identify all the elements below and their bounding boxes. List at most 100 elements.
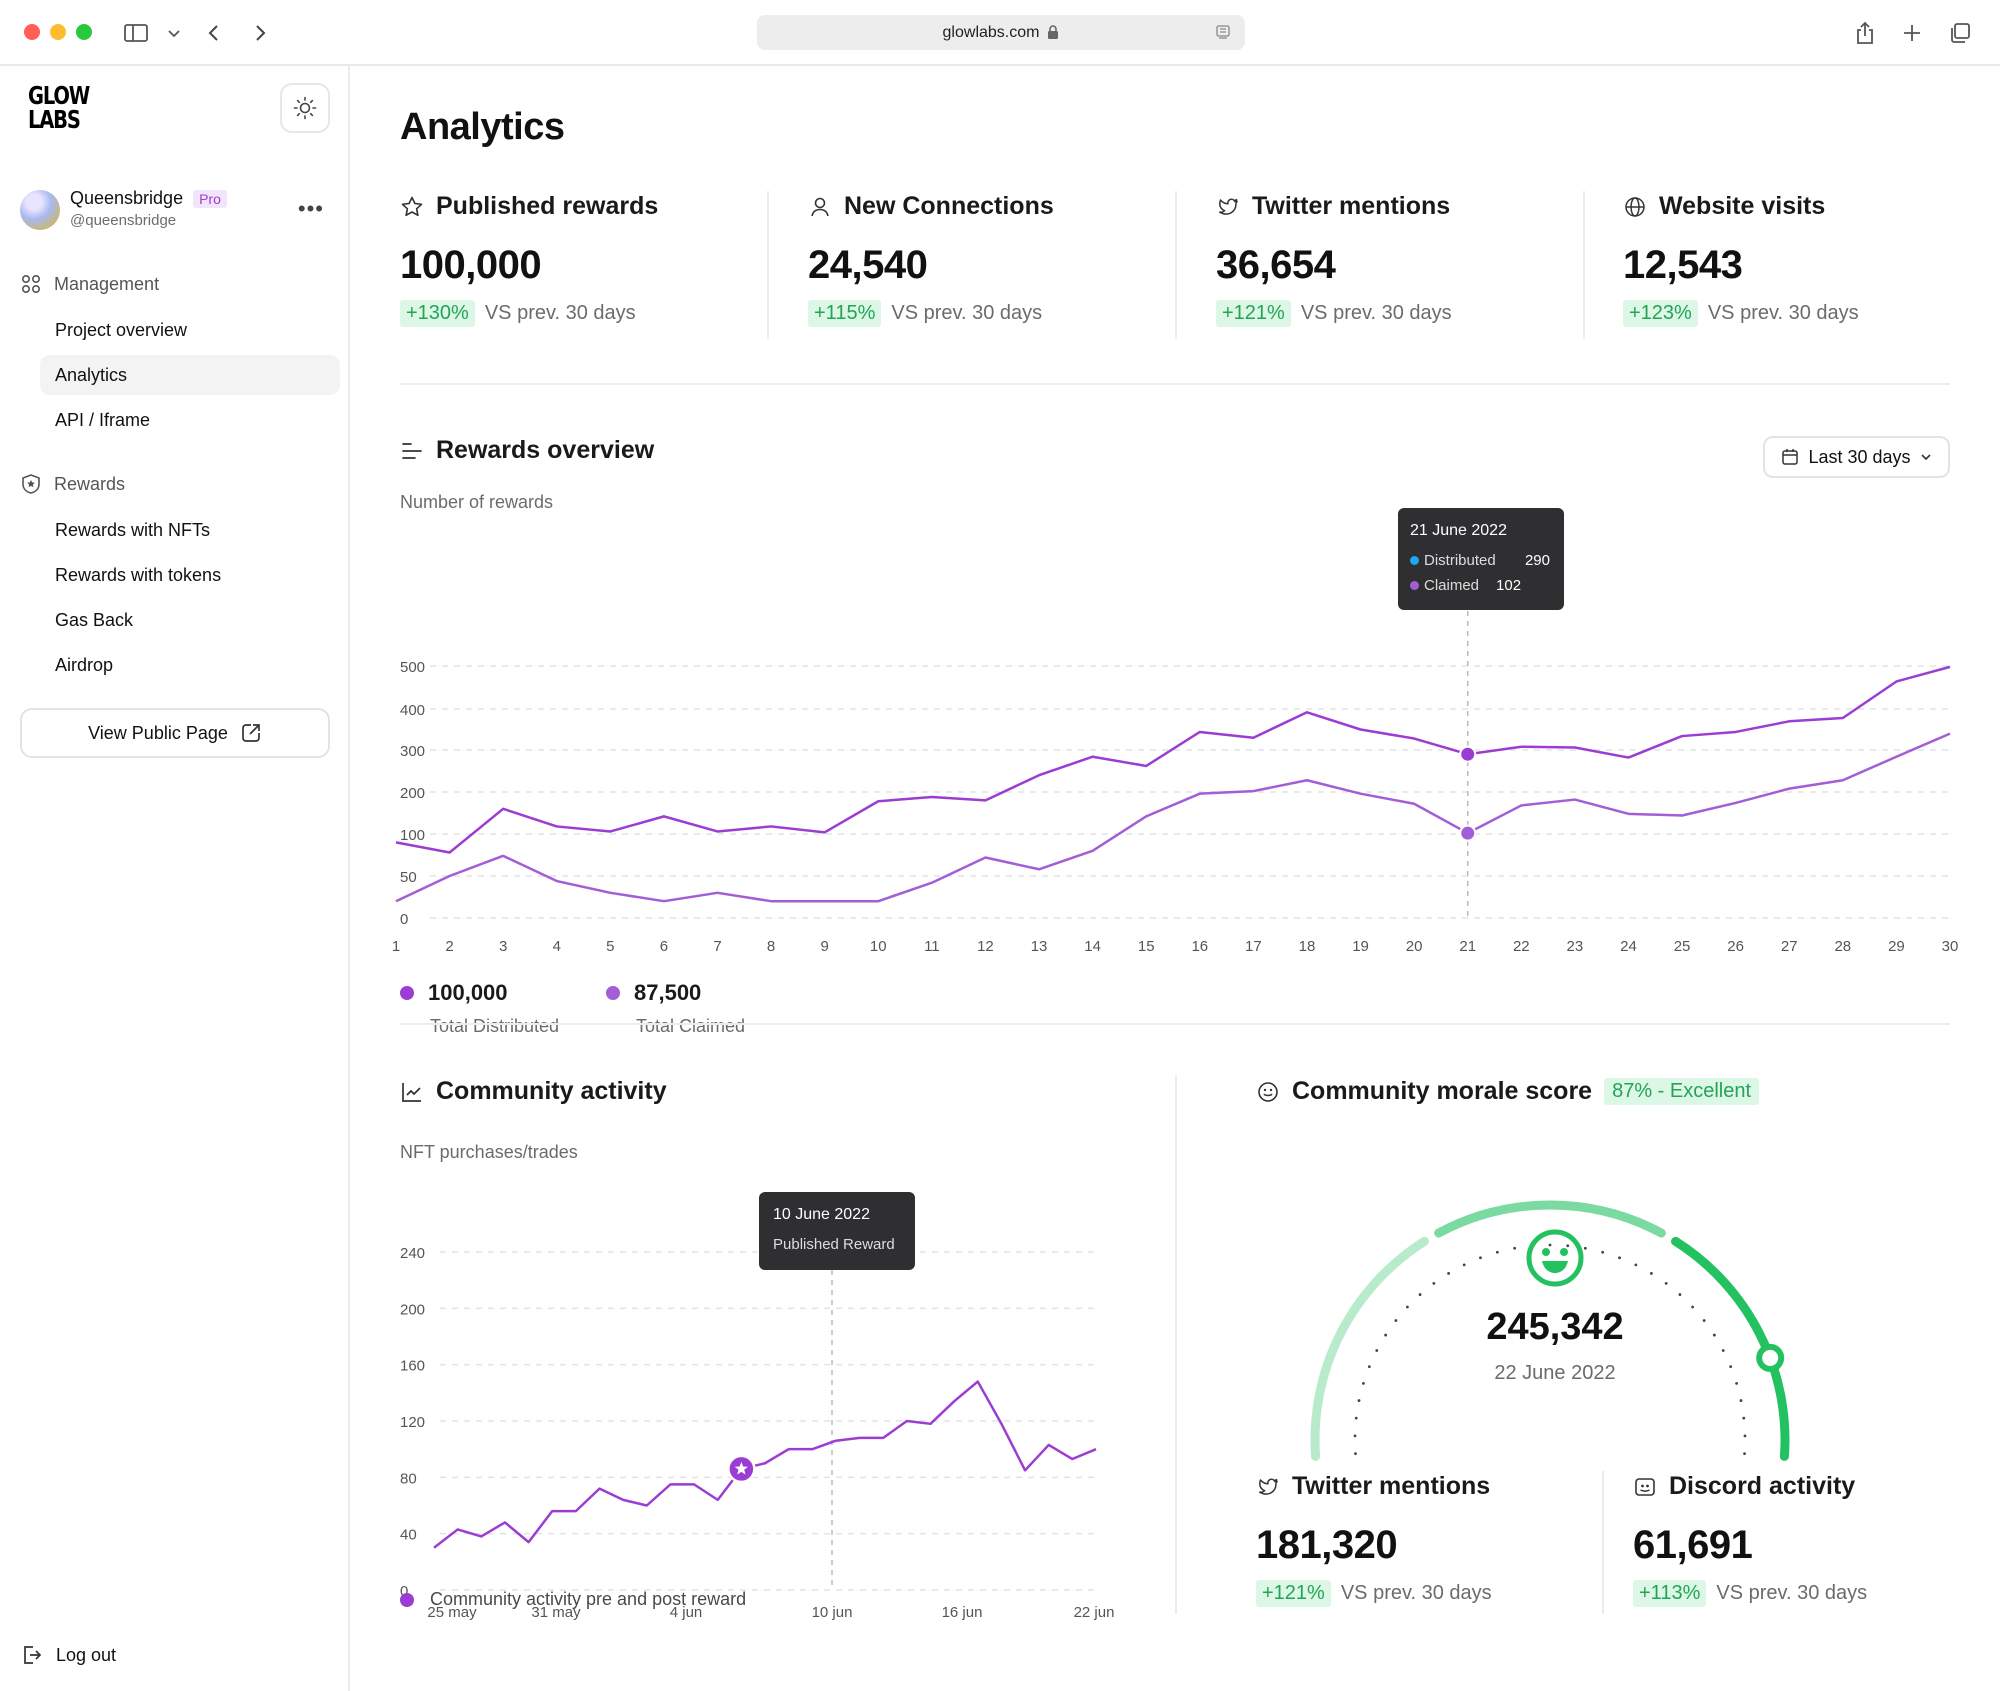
- x-tick-label: 25 may: [427, 1604, 477, 1621]
- sidebar-item-analytics[interactable]: Analytics: [40, 355, 340, 395]
- forward-icon[interactable]: [244, 18, 276, 48]
- sidebar-item-rewards-nfts[interactable]: Rewards with NFTs: [40, 510, 340, 550]
- stat-change-badge: +113%: [1633, 1580, 1707, 1607]
- stat-discord-activity: Discord activity 61,691 +113% VS prev. 30…: [1633, 1472, 2000, 1607]
- more-options-icon[interactable]: •••: [297, 196, 324, 221]
- gauge-tick-dot: [1447, 1272, 1450, 1275]
- morale-header: Community morale score 87% - Excellent: [1256, 1077, 1760, 1106]
- chevron-down-icon[interactable]: [158, 18, 190, 48]
- logout-button[interactable]: Log out: [22, 1644, 116, 1666]
- date-range-dropdown[interactable]: Last 30 days: [1763, 436, 1950, 478]
- sidebar-item-project-overview[interactable]: Project overview: [40, 310, 340, 350]
- list-icon: [402, 442, 422, 459]
- public-button-label: View Public Page: [88, 722, 228, 743]
- gauge-tick-dot: [1495, 1250, 1499, 1254]
- sidebar-item-api-iframe[interactable]: API / Iframe: [40, 400, 340, 440]
- stat-value: 61,691: [1633, 1523, 1753, 1567]
- sidebar-toggle-icon[interactable]: [120, 18, 152, 48]
- stat-header: Published rewards: [400, 192, 780, 221]
- legend-value-row: 87,500: [606, 980, 745, 1006]
- discord-icon: [1635, 1477, 1655, 1496]
- view-public-page-button[interactable]: View Public Page: [20, 708, 330, 758]
- stat-compare: VS prev. 30 days: [891, 302, 1043, 324]
- stat-published-rewards: Published rewards 100,000 +130% VS prev. …: [400, 192, 780, 327]
- lock-icon: [1048, 25, 1059, 39]
- sidebar-item-label: Analytics: [55, 364, 128, 385]
- url-text: glowlabs.com: [942, 23, 1040, 41]
- y-tick-label: 80: [400, 1470, 417, 1487]
- divider: [1175, 1076, 1177, 1614]
- rewards-overview-header: Rewards overview: [400, 436, 654, 465]
- legend-value: 100,000: [428, 980, 508, 1005]
- community-activity-line-chart[interactable]: 0 40 80 120 160 200 240 25 may 31 may 4 jun 10 jun…: [350, 1166, 1130, 1626]
- address-bar[interactable]: glowlabs.com: [757, 15, 1245, 50]
- legend-value: 87,500: [634, 980, 702, 1005]
- sidebar-item-label: Rewards with NFTs: [55, 519, 211, 540]
- tooltip-dot: [1410, 581, 1419, 590]
- sidebar-item-rewards-tokens[interactable]: Rewards with tokens: [40, 555, 340, 595]
- user-profile[interactable]: Queensbridge Pro @queensbridge •••: [20, 186, 330, 236]
- gauge-marker: [1756, 1343, 1785, 1372]
- sidebar-item-gas-back[interactable]: Gas Back: [40, 600, 340, 640]
- stat-twitter-mentions-total: Twitter mentions 181,320 +121% VS prev. 3…: [1256, 1472, 1636, 1607]
- morale-badge: 87% - Excellent: [1604, 1078, 1760, 1105]
- y-tick-label: 50: [400, 869, 417, 886]
- date-range-label: Last 30 days: [1808, 446, 1911, 467]
- theme-toggle-button[interactable]: [280, 83, 330, 133]
- section-title: Community activity: [436, 1077, 667, 1105]
- x-tick-label: 8: [767, 938, 775, 955]
- legend-label: Community activity pre and post reward: [430, 1589, 747, 1609]
- legend-label: Total Claimed: [636, 1016, 746, 1036]
- user-name: Queensbridge: [70, 188, 184, 208]
- gauge-tick-dot: [1735, 1381, 1738, 1385]
- gauge-tick-dot: [1743, 1452, 1746, 1456]
- y-tick-label: 400: [400, 702, 425, 719]
- tooltip-value: 290: [1524, 552, 1550, 569]
- tooltip-row-distributed: Distributed: [1410, 552, 1496, 569]
- stat-change-badge: +121%: [1216, 300, 1291, 327]
- twitter-icon: [1258, 1478, 1278, 1495]
- back-icon[interactable]: [198, 18, 230, 48]
- grid-command-icon: [21, 274, 41, 294]
- gauge-tick-dot: [1721, 1349, 1725, 1352]
- close-window-button[interactable]: [24, 24, 40, 40]
- gauge-tick-dot: [1650, 1272, 1653, 1275]
- y-tick-label: 40: [400, 1527, 417, 1544]
- sidebar-item-airdrop[interactable]: Airdrop: [40, 645, 340, 685]
- gauge-tick-dot: [1405, 1305, 1409, 1309]
- y-tick-label: 160: [400, 1358, 425, 1375]
- user-name-row: Queensbridge Pro: [70, 188, 227, 209]
- nav-section-rewards: Rewards: [20, 473, 125, 495]
- minimize-window-button[interactable]: [50, 24, 66, 40]
- glowlabs-logo[interactable]: GLOW LABS: [28, 83, 90, 132]
- zoom-window-button[interactable]: [76, 24, 92, 40]
- window-controls: [24, 24, 92, 40]
- x-tick-label: 11: [924, 938, 940, 955]
- nav-section-label: Management: [54, 273, 160, 294]
- twitter-icon: [1218, 198, 1238, 215]
- share-icon[interactable]: [1849, 18, 1881, 48]
- page-title: Analytics: [400, 106, 565, 148]
- gauge-tick-dot: [1601, 1250, 1605, 1254]
- x-tick-label: 30: [1942, 938, 1959, 955]
- stat-value: 24,540: [808, 243, 928, 287]
- gauge-tick-dot: [1354, 1452, 1357, 1456]
- logout-icon: [24, 1646, 42, 1664]
- tabs-overview-icon[interactable]: [1944, 18, 1976, 48]
- y-tick-label: 100: [400, 827, 425, 844]
- reader-icon[interactable]: [1215, 24, 1231, 40]
- x-tick-label: 16 jun: [942, 1604, 983, 1621]
- logout-label: Log out: [56, 1644, 117, 1665]
- section-title: Community morale score: [1292, 1077, 1593, 1105]
- stat-label: Twitter mentions: [1252, 192, 1451, 220]
- stat-compare: VS prev. 30 days: [484, 302, 636, 324]
- gauge-tick-dot: [1357, 1399, 1361, 1402]
- y-tick-label: 120: [400, 1414, 425, 1431]
- x-tick-label: 20: [1406, 938, 1423, 955]
- stat-header: Twitter mentions: [1256, 1472, 1636, 1501]
- stat-website-visits: Website visits 12,543 +123% VS prev. 30 d…: [1623, 192, 2000, 327]
- y-tick-label: 200: [400, 785, 425, 802]
- new-tab-icon[interactable]: [1896, 18, 1928, 48]
- stat-label: Discord activity: [1669, 1472, 1856, 1500]
